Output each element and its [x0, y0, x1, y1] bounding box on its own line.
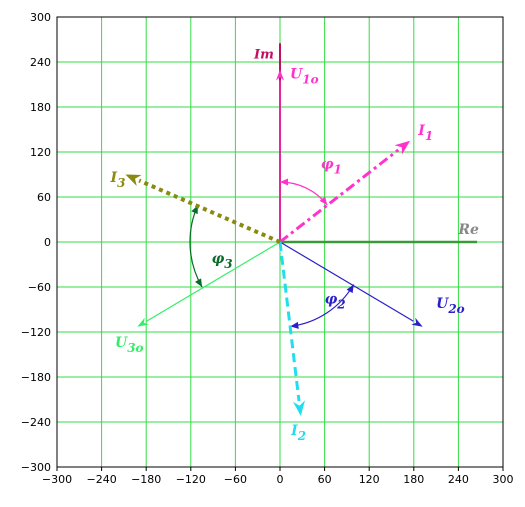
vector-i3-arrowhead [125, 174, 142, 187]
y-tick-label: −60 [28, 281, 51, 294]
tick-labels: −300 −240 −180 −120 −60 0 60 120 180 240 300 −300 −2… [21, 11, 514, 486]
y-tick-label: 240 [30, 56, 51, 69]
x-tick-label: −240 [86, 473, 116, 486]
vector-i2-arrowhead [293, 400, 305, 416]
vector-u3o-shaft [146, 241, 281, 322]
angle-arc-phi2 [290, 284, 355, 327]
vector-label-i2: I2 [290, 423, 306, 443]
vector-u2o-shaft [279, 241, 414, 322]
re-axis-label: Re [457, 222, 479, 238]
angle-label-phi1: φ1 [321, 157, 342, 177]
x-tick-label: −120 [176, 473, 206, 486]
vector-label-i1: I1 [417, 123, 433, 143]
vector-u1o-arrowhead [276, 69, 284, 81]
angle-arc-phi3 [189, 205, 203, 288]
vector-i2-shaft [278, 241, 301, 402]
y-tick-label: 300 [30, 11, 51, 24]
x-tick-label: 240 [448, 473, 469, 486]
vector-labels: U1o U2o U3o I1 I2 I3 φ1 φ2 φ3 [110, 67, 465, 443]
vector-i3-shaft [138, 178, 281, 244]
x-tick-label: −300 [42, 473, 72, 486]
angle-label-phi3: φ3 [212, 251, 233, 271]
angle-arc-arrowhead [280, 178, 288, 186]
vector-u3o-arrowhead [137, 317, 149, 327]
y-tick-label: 60 [37, 191, 51, 204]
vector-label-u1o: U1o [290, 67, 319, 87]
angle-arc-arrowhead [290, 321, 299, 329]
angle-arcs [189, 178, 355, 329]
angle-arc-arrowhead [346, 284, 354, 294]
y-tick-label: −240 [21, 416, 51, 429]
angle-label-phi2: φ2 [325, 292, 346, 312]
x-tick-label: 60 [318, 473, 332, 486]
vector-u2o-arrowhead [411, 317, 423, 327]
vector-label-u3o: U3o [115, 335, 144, 355]
vector-i1-shaft [279, 148, 400, 244]
x-tick-label: 300 [493, 473, 514, 486]
vectors [125, 69, 423, 416]
angle-arc-arrowhead [195, 278, 203, 287]
y-tick-label: −120 [21, 326, 51, 339]
y-tick-label: −180 [21, 371, 51, 384]
x-tick-label: 180 [403, 473, 424, 486]
y-tick-label: −300 [21, 461, 51, 474]
x-tick-label: −60 [224, 473, 247, 486]
y-tick-label: 180 [30, 101, 51, 114]
vector-i1-arrowhead [394, 140, 411, 155]
x-tick-label: −180 [131, 473, 161, 486]
angle-arc-arrowhead [319, 196, 328, 206]
x-tick-label: 0 [277, 473, 284, 486]
im-axis-label: Im [253, 48, 274, 63]
vector-label-i3: I3 [110, 170, 126, 190]
x-tick-label: 120 [359, 473, 380, 486]
y-tick-label: 120 [30, 146, 51, 159]
y-tick-label: 0 [44, 236, 51, 249]
vector-label-u2o: U2o [436, 296, 465, 316]
